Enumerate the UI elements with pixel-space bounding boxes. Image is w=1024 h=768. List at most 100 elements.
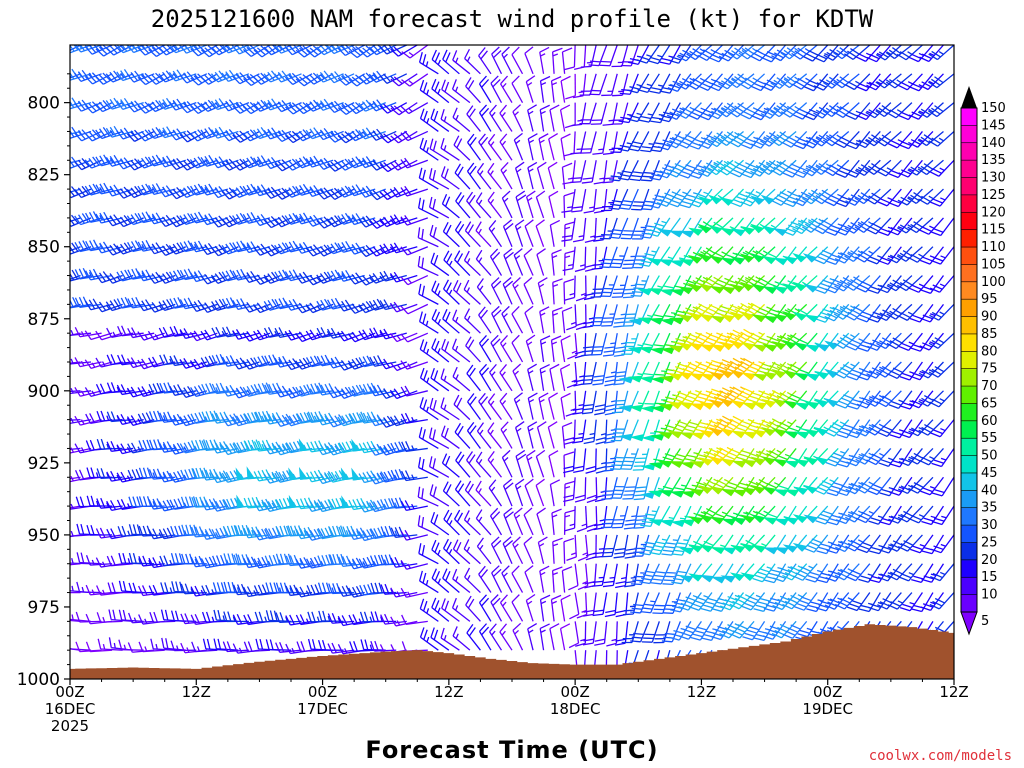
wind-barb [586, 477, 598, 504]
wind-barb [137, 331, 165, 341]
wind-barb [253, 99, 281, 112]
wind-barb [263, 298, 292, 311]
wind-barb [84, 330, 113, 341]
wind-barb [512, 277, 524, 305]
wind-barb [586, 506, 598, 533]
wind-barb [475, 451, 492, 478]
wind-barb [527, 622, 538, 651]
wind-barb [794, 592, 818, 611]
wind-barb [70, 45, 71, 46]
wind-barb [107, 582, 134, 594]
wind-barb [592, 131, 608, 155]
wind-barb [128, 582, 155, 594]
wind-barb [499, 392, 513, 420]
colorbar-label: 60 [981, 414, 998, 429]
wind-barb [95, 154, 123, 167]
x-tick-label: 00Z [813, 683, 842, 701]
wind-barb [70, 448, 71, 450]
wind-barb [560, 133, 571, 161]
wind-barb [591, 246, 608, 270]
wind-barb [524, 219, 534, 247]
wind-barb [550, 335, 562, 363]
wind-barb [512, 363, 524, 392]
colorbar-label: 15 [981, 570, 998, 585]
wind-barb [548, 133, 559, 161]
wind-barb [147, 301, 176, 313]
colorbar-segment [961, 438, 977, 457]
wind-barb [70, 333, 71, 334]
wind-barb [502, 536, 514, 564]
colorbar-segment [961, 594, 977, 613]
wind-barb [263, 244, 292, 257]
wind-barb [551, 306, 563, 334]
wind-barb [478, 335, 492, 363]
wind-barb [490, 334, 503, 363]
wind-barb [179, 240, 207, 253]
wind-barb [549, 104, 560, 132]
wind-barb [148, 498, 176, 510]
wind-barb [200, 302, 229, 313]
wind-barb [563, 509, 576, 535]
colorbar-segment [961, 490, 977, 509]
wind-barb [232, 240, 260, 253]
wind-barb [523, 536, 534, 564]
wind-barb [70, 506, 71, 507]
wind-barb [524, 565, 534, 593]
wind-barb [284, 185, 313, 198]
wind-barb [74, 69, 102, 82]
wind-barb [96, 612, 123, 623]
wind-barb [583, 592, 597, 617]
wind-barb [347, 331, 376, 343]
wind-barb [242, 331, 271, 342]
wind-barb [150, 638, 176, 651]
wind-barb [523, 276, 534, 305]
colorbar-segment [961, 559, 977, 578]
wind-barb [537, 277, 548, 305]
colorbar-segment [961, 194, 977, 213]
wind-barb [190, 183, 218, 196]
wind-barb [581, 333, 597, 357]
colorbar-label: 55 [981, 431, 998, 446]
wind-barb [539, 75, 551, 103]
wind-barb [858, 592, 881, 613]
wind-barb [512, 622, 524, 651]
wind-barb [466, 421, 481, 449]
wind-barb [455, 451, 471, 478]
wind-barb [95, 301, 123, 313]
wind-barb [623, 505, 639, 530]
colorbar-segment [961, 212, 977, 231]
wind-barb [452, 366, 471, 392]
wind-barb [274, 269, 302, 282]
wind-barb [223, 611, 249, 623]
wind-barb [475, 480, 492, 507]
wind-barb [475, 249, 492, 276]
colorbar-segment [961, 333, 977, 352]
colorbar-segment [961, 108, 977, 126]
wind-barb [452, 107, 471, 132]
wind-barb [867, 275, 892, 294]
wind-barb [97, 638, 123, 651]
wind-barb [169, 413, 197, 426]
wind-barb [253, 302, 281, 314]
colorbar-label: 90 [981, 310, 998, 325]
wind-barb [274, 327, 302, 339]
colorbar-label: 130 [981, 171, 1006, 186]
wind-barb [539, 594, 551, 622]
wind-barb [74, 415, 102, 426]
colorbar-label: 135 [981, 153, 1006, 168]
wind-barb [74, 387, 102, 397]
wind-barb [500, 161, 513, 190]
colorbar-label: 85 [981, 327, 998, 342]
wind-barb [242, 156, 271, 169]
wind-barb [452, 626, 471, 651]
wind-barb [455, 192, 471, 219]
wind-barb [574, 477, 587, 503]
wind-barb [158, 45, 187, 56]
wind-barb [638, 102, 660, 123]
x-tick-label: 17DEC [297, 700, 348, 718]
wind-barb [70, 214, 92, 227]
wind-barb [243, 556, 271, 569]
colorbar-label: 65 [981, 396, 998, 411]
wind-barb [568, 621, 580, 649]
wind-barb [475, 221, 492, 248]
